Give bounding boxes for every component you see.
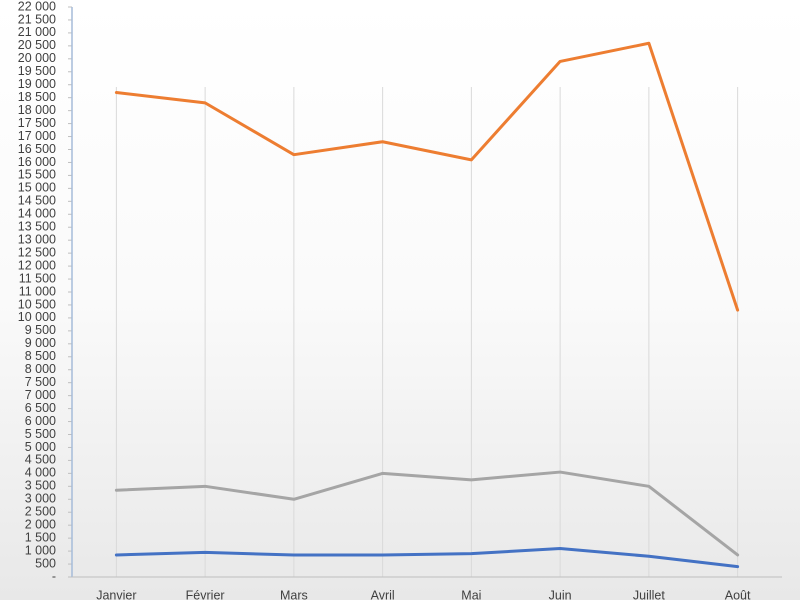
- y-tick-label: 3 000: [25, 492, 56, 506]
- y-tick-label: 1 500: [25, 530, 56, 544]
- y-tick-label: 7 000: [25, 388, 56, 402]
- y-tick-label: 500: [35, 556, 56, 570]
- y-tick-label: 9 500: [25, 323, 56, 337]
- x-tick-label: Mai: [461, 588, 481, 600]
- y-tick-label: 13 500: [18, 220, 56, 234]
- y-tick-label: 14 500: [18, 194, 56, 208]
- y-tick-label: 8 000: [25, 362, 56, 376]
- y-tick-label: 10 500: [18, 297, 56, 311]
- y-tick-label: 8 500: [25, 349, 56, 363]
- y-tick-label: 15 000: [18, 181, 56, 195]
- y-tick-label: 2 000: [25, 517, 56, 531]
- y-tick-label: 4 000: [25, 466, 56, 480]
- y-tick-label: 13 000: [18, 232, 56, 246]
- y-tick-label: -: [52, 569, 56, 583]
- y-tick-label: 20 500: [18, 38, 56, 52]
- y-tick-label: 18 000: [18, 103, 56, 117]
- y-tick-label: 4 500: [25, 453, 56, 467]
- y-tick-label: 6 500: [25, 401, 56, 415]
- series-line: [114, 470, 740, 557]
- y-tick-label: 16 500: [18, 142, 56, 156]
- y-tick-label: 10 000: [18, 310, 56, 324]
- x-tick-label: Juillet: [633, 588, 665, 600]
- y-tick-label: 17 000: [18, 129, 56, 143]
- y-tick-label: 6 000: [25, 414, 56, 428]
- y-tick-label: 16 000: [18, 155, 56, 169]
- x-tick-label: Janvier: [96, 588, 136, 600]
- x-tick-label: Avril: [371, 588, 395, 600]
- y-tick-label: 1 000: [25, 543, 56, 557]
- y-tick-label: 9 000: [25, 336, 56, 350]
- y-tick-label: 22 000: [18, 0, 56, 13]
- y-tick-label: 18 500: [18, 90, 56, 104]
- y-tick-label: 19 500: [18, 64, 56, 78]
- y-tick-label: 12 500: [18, 245, 56, 259]
- y-tick-label: 3 500: [25, 479, 56, 493]
- x-tick-label: Février: [186, 588, 225, 600]
- x-tick-label: Août: [725, 588, 751, 600]
- series-line: [114, 41, 740, 312]
- y-tick-label: 21 500: [18, 12, 56, 26]
- y-tick-label: 7 500: [25, 375, 56, 389]
- y-tick-label: 11 000: [19, 284, 56, 298]
- x-tick-label: Mars: [280, 588, 308, 600]
- y-tick-label: 21 000: [18, 25, 56, 39]
- x-tick-label: Juin: [549, 588, 572, 600]
- y-tick-label: 2 500: [25, 505, 56, 519]
- y-tick-label: 14 000: [18, 207, 56, 221]
- y-tick-label: 20 000: [18, 51, 56, 65]
- y-tick-label: 19 000: [18, 77, 56, 91]
- y-tick-label: 5 000: [25, 440, 56, 454]
- series-line: [114, 547, 740, 569]
- y-tick-label: 5 500: [25, 427, 56, 441]
- y-tick-label: 11 500: [19, 271, 56, 285]
- y-tick-label: 15 500: [18, 168, 56, 182]
- y-tick-label: 17 500: [18, 116, 56, 130]
- y-tick-label: 12 000: [18, 258, 56, 272]
